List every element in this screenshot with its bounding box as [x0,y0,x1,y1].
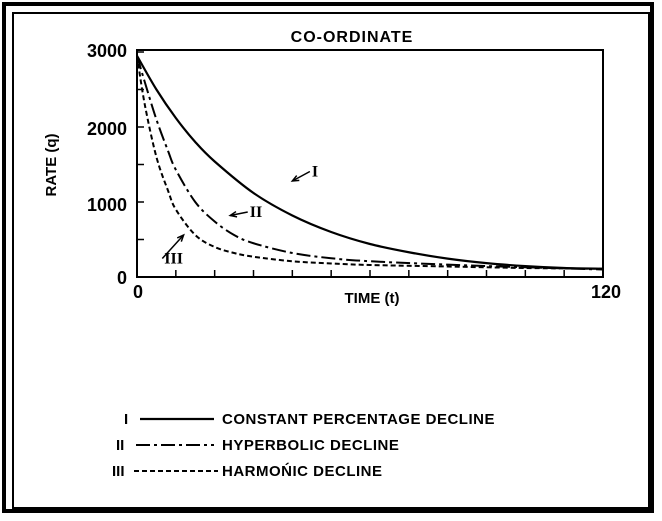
annotation-arrowhead-II [228,210,238,218]
y-tick-label-1000: 1000 [87,195,127,215]
annotation-arrowhead-III [176,233,185,242]
inner-frame [12,12,650,509]
y-tick-label-3000: 3000 [87,41,127,61]
annotation-II: II [250,204,262,221]
legend-label-3: HARMOŃIC DECLINE [222,463,383,480]
series-line-II [136,55,604,271]
annotation-I: I [312,164,318,181]
annotation-arrowhead-I [290,175,300,182]
annotation-III: III [164,251,183,268]
legend: I CONSTANT PERCENTAGE DECLINE II HYPERBO… [112,411,495,480]
legend-mark-3: III [112,463,125,480]
legend-label-2: HYPERBOLIC DECLINE [222,437,399,454]
y-tick-label-0: 0 [117,268,127,288]
x-tick-label-0: 0 [133,282,143,302]
annotation-arrow-I [291,170,311,182]
legend-label-1: CONSTANT PERCENTAGE DECLINE [222,411,495,428]
legend-mark-1: I [124,411,128,428]
outer-frame [2,2,654,513]
x-axis-label: TIME (t) [345,290,400,307]
y-axis-label: RATE (q) [43,133,60,196]
axis-ticks [136,51,604,278]
annotation-arrow-III [161,234,185,260]
series-line-I [136,55,604,270]
x-tick-label-120: 120 [591,282,621,302]
annotation-arrow-II [230,211,248,217]
series-lines [136,55,604,271]
legend-mark-2: II [116,437,124,454]
y-tick-label-2000: 2000 [87,119,127,139]
series-line-III [136,55,604,270]
chart-title: CO-ORDINATE [291,29,414,46]
